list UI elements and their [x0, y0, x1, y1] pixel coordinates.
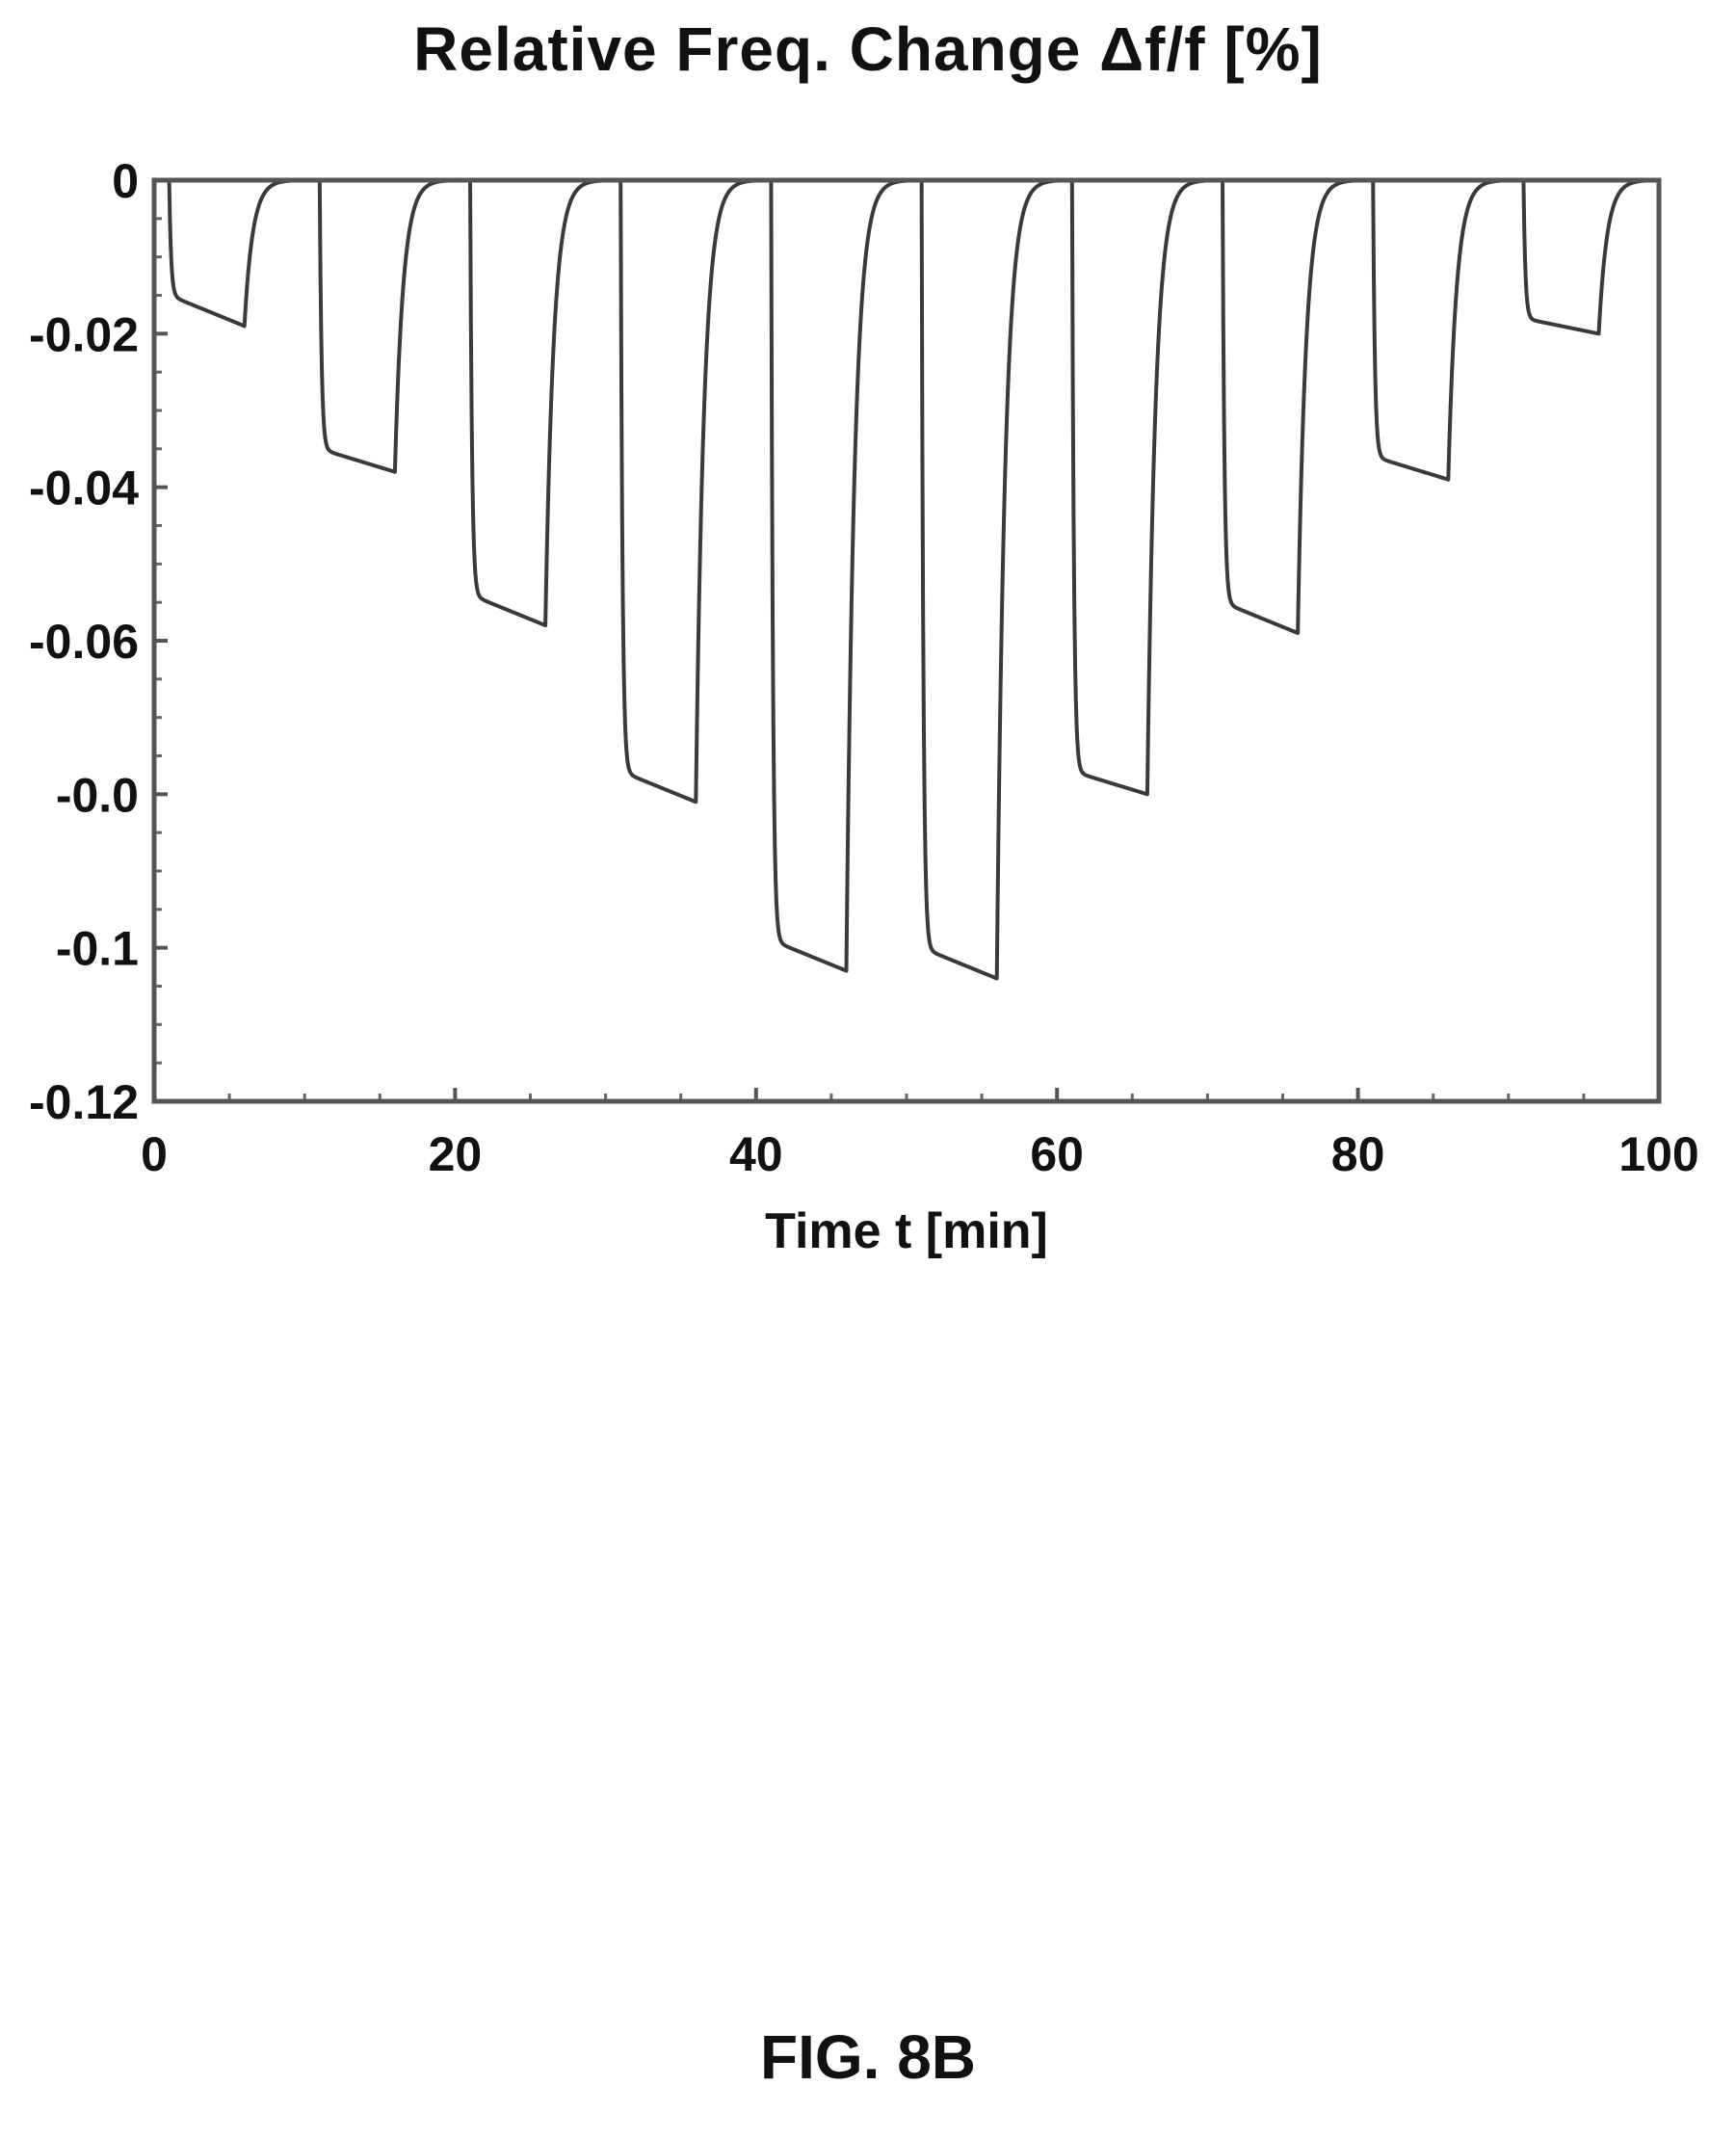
plot-area-frame — [151, 177, 1662, 1104]
y-tick-label: 0 — [112, 154, 139, 208]
x-tick-label: 40 — [729, 1127, 783, 1181]
y-tick-label: -0.12 — [29, 1075, 139, 1129]
figure-caption: FIG. 8B — [759, 2022, 977, 2092]
x-tick-label: 20 — [429, 1127, 483, 1181]
x-axis-label: Time t [min] — [765, 1203, 1048, 1259]
tick-labels: 0 20 40 60 80 100 0 -0.02 -0.04 -0.06 -0.0 -0.1 -0.1… — [29, 154, 1699, 1181]
y-tick-label: -0.02 — [29, 307, 139, 361]
y-tick-label: -0.04 — [29, 462, 139, 515]
series-line — [152, 178, 1661, 981]
x-tick-label: 0 — [141, 1127, 168, 1181]
chart-title: Relative Freq. Change Δf/f [%] — [413, 14, 1323, 84]
x-tick-label: 80 — [1331, 1127, 1385, 1181]
x-tick-label: 60 — [1030, 1127, 1084, 1181]
x-tick-label: 100 — [1618, 1127, 1698, 1181]
y-tick-label: -0.06 — [29, 615, 139, 669]
y-tick-label: -0.0 — [56, 768, 139, 822]
axis-ticks — [152, 178, 1661, 1103]
y-tick-label: -0.1 — [56, 922, 139, 976]
